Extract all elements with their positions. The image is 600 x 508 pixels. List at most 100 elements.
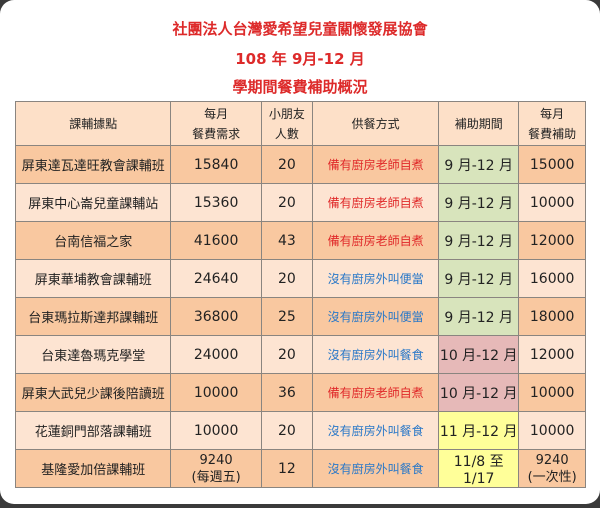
monthly-subsidy: 16000 xyxy=(518,259,586,298)
meal-need: 15840 xyxy=(170,145,262,184)
subsidy-period: 11/8 至 1/17 xyxy=(438,449,520,488)
site-name-value: 屏東達瓦達旺教會課輔班 xyxy=(21,159,165,174)
subsidy-period-value: 9 月-12 月 xyxy=(444,195,514,212)
meal-need: 41600 xyxy=(170,221,262,260)
report-title: 學期間餐費補助概況 xyxy=(232,78,368,96)
header-kids: 小朋友 人數 xyxy=(260,101,314,146)
site-name: 屏東達瓦達旺教會課輔班 xyxy=(14,145,172,184)
table-row: 台東瑪拉斯達邦課輔班 36800 25 沒有廚房外叫便當 9 月-12 月 18000 xyxy=(14,297,586,336)
meal-method: 沒有廚房外叫便當 xyxy=(312,297,440,336)
meal-need: 15360 xyxy=(170,183,262,222)
monthly-subsidy-value: 9240 xyxy=(535,452,569,468)
header-label: 餐費補助 xyxy=(528,126,577,141)
meal-method: 沒有廚房外叫餐食 xyxy=(312,411,440,450)
monthly-subsidy-value: 10000 xyxy=(529,194,575,211)
header-period: 補助期間 xyxy=(438,101,520,146)
header-label: 人數 xyxy=(274,126,299,141)
site-name-value: 台南信福之家 xyxy=(54,235,133,250)
subsidy-period: 9 月-12 月 xyxy=(438,297,520,336)
meal-need-value: 24640 xyxy=(193,270,239,287)
site-name: 花蓮銅門部落課輔班 xyxy=(14,411,172,450)
meal-method: 備有廚房老師自煮 xyxy=(312,145,440,184)
subsidy-period-value: 9 月-12 月 xyxy=(444,309,514,326)
meal-need-value: 10000 xyxy=(193,422,239,439)
meal-need-value: 24000 xyxy=(193,346,239,363)
site-name-value: 台東瑪拉斯達邦課輔班 xyxy=(28,311,159,326)
kids-count: 12 xyxy=(260,449,314,488)
meal-need: 10000 xyxy=(170,411,262,450)
monthly-subsidy: 10000 xyxy=(518,183,586,222)
header-label: 餐費需求 xyxy=(192,126,241,141)
site-name-value: 基隆愛加倍課輔班 xyxy=(41,463,146,478)
site-name-value: 花蓮銅門部落課輔班 xyxy=(34,425,152,440)
table-row: 花蓮銅門部落課輔班 10000 20 沒有廚房外叫餐食 11 月-12 月 10000 xyxy=(14,411,586,450)
monthly-subsidy-value: 16000 xyxy=(529,270,575,287)
monthly-subsidy-value: 15000 xyxy=(529,156,575,173)
kids-count-value: 43 xyxy=(277,232,296,249)
site-name: 屏東大武兒少課後陪讀班 xyxy=(14,373,172,412)
kids-count-value: 20 xyxy=(277,346,296,363)
subsidy-period: 9 月-12 月 xyxy=(438,221,520,260)
meal-method-value: 備有廚房老師自煮 xyxy=(327,158,424,172)
table-row: 屏東達瓦達旺教會課輔班 15840 20 備有廚房老師自煮 9 月-12 月 15000 xyxy=(14,145,586,184)
table-row: 台東達魯瑪克學堂 24000 20 沒有廚房外叫餐食 10 月-12 月 12000 xyxy=(14,335,586,374)
meal-need: 10000 xyxy=(170,373,262,412)
header-subsidy: 每月 餐費補助 xyxy=(518,101,586,146)
meal-need: 24640 xyxy=(170,259,262,298)
header-label: 供餐方式 xyxy=(351,116,400,131)
kids-count-value: 12 xyxy=(277,460,296,477)
table-row: 屏東大武兒少課後陪讀班 10000 36 備有廚房老師自煮 10 月-12 月 10000 xyxy=(14,373,586,412)
meal-need-value: 15840 xyxy=(193,156,239,173)
subsidy-table: 課輔據點 每月 餐費需求 小朋友 人數 供餐方式 補助期間 每月 餐費補助 屏東達瓦達旺教會課輔… xyxy=(14,101,586,488)
meal-method: 備有廚房老師自煮 xyxy=(312,221,440,260)
subsidy-period-value: 11 月-12 月 xyxy=(439,423,518,440)
meal-method: 備有廚房老師自煮 xyxy=(312,183,440,222)
meal-need-value: 9240 xyxy=(199,452,233,468)
meal-need-value: 10000 xyxy=(193,384,239,401)
subsidy-period: 10 月-12 月 xyxy=(438,335,520,374)
meal-need-value: 36800 xyxy=(193,308,239,325)
header-meal: 供餐方式 xyxy=(312,101,440,146)
meal-need-value: 41600 xyxy=(193,232,239,249)
kids-count-value: 25 xyxy=(277,308,296,325)
monthly-subsidy-value: 10000 xyxy=(529,422,575,439)
meal-method-value: 沒有廚房外叫便當 xyxy=(327,272,424,286)
monthly-subsidy-value: 12000 xyxy=(529,346,575,363)
kids-count-value: 36 xyxy=(277,384,296,401)
site-name: 基隆愛加倍課輔班 xyxy=(14,449,172,488)
monthly-subsidy: 18000 xyxy=(518,297,586,336)
subsidy-period-value: 10 月-12 月 xyxy=(439,347,518,364)
subsidy-period-value: 10 月-12 月 xyxy=(439,385,518,402)
monthly-subsidy-value: 18000 xyxy=(529,308,575,325)
site-name: 台東達魯瑪克學堂 xyxy=(14,335,172,374)
kids-count: 20 xyxy=(260,183,314,222)
meal-method-value: 沒有廚房外叫餐食 xyxy=(327,462,424,476)
site-name-value: 屏東華埔教會課輔班 xyxy=(34,273,152,288)
monthly-subsidy-value: 10000 xyxy=(529,384,575,401)
site-name-value: 台東達魯瑪克學堂 xyxy=(41,349,146,364)
subsidy-period: 11 月-12 月 xyxy=(438,411,520,450)
meal-method-value: 沒有廚房外叫餐食 xyxy=(327,348,424,362)
subsidy-period: 10 月-12 月 xyxy=(438,373,520,412)
table-row: 台南信福之家 41600 43 備有廚房老師自煮 9 月-12 月 12000 xyxy=(14,221,586,260)
header-label: 每月 xyxy=(540,106,565,121)
meal-method-value: 沒有廚房外叫便當 xyxy=(327,310,424,324)
kids-count-value: 20 xyxy=(277,422,296,439)
kids-count: 20 xyxy=(260,145,314,184)
table-header-row: 課輔據點 每月 餐費需求 小朋友 人數 供餐方式 補助期間 每月 餐費補助 xyxy=(14,101,586,146)
monthly-subsidy: 10000 xyxy=(518,411,586,450)
meal-method: 沒有廚房外叫餐食 xyxy=(312,335,440,374)
monthly-subsidy: 12000 xyxy=(518,221,586,260)
meal-method-value: 備有廚房老師自煮 xyxy=(327,234,424,248)
subsidy-period-value: 9 月-12 月 xyxy=(444,271,514,288)
monthly-subsidy: 15000 xyxy=(518,145,586,184)
subsidy-period-value: 9 月-12 月 xyxy=(444,233,514,250)
subsidy-period-value: 11/8 至 1/17 xyxy=(453,453,504,487)
kids-count-value: 20 xyxy=(277,194,296,211)
kids-count: 36 xyxy=(260,373,314,412)
kids-count: 20 xyxy=(260,259,314,298)
meal-method: 沒有廚房外叫餐食 xyxy=(312,449,440,488)
site-name-value: 屏東大武兒少課後陪讀班 xyxy=(21,387,165,402)
meal-method: 沒有廚房外叫便當 xyxy=(312,259,440,298)
header-site: 課輔據點 xyxy=(14,101,172,146)
